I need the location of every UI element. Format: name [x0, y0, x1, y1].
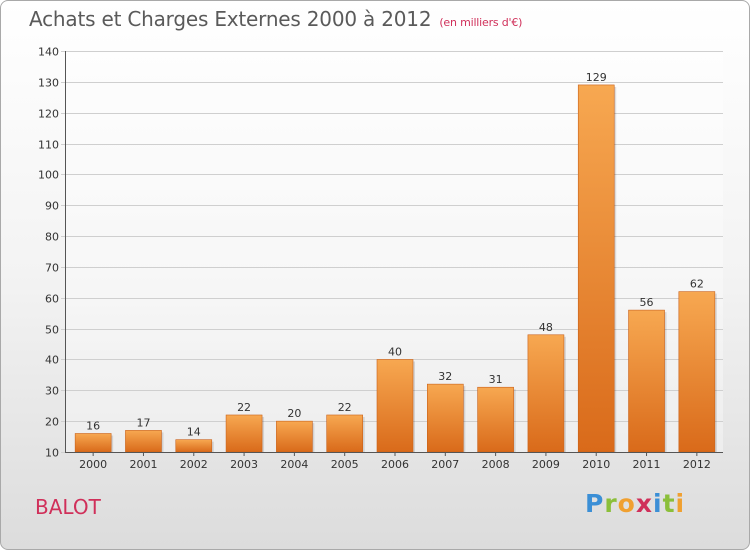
bar-2011: [628, 309, 665, 453]
value-label: 14: [187, 426, 201, 439]
logo-letter: i: [675, 489, 686, 518]
x-tick-label: 2004: [280, 458, 308, 471]
y-tick-label: 140: [38, 46, 59, 59]
bar-2003: [225, 414, 263, 453]
value-label: 16: [86, 419, 100, 432]
bar-2005: [326, 414, 363, 453]
x-tick-label: 2006: [381, 458, 409, 471]
logo-letter: i: [653, 489, 663, 518]
chart-subtitle: (en milliers d'€): [439, 16, 523, 29]
x-tick-label: 2005: [331, 458, 359, 471]
x-tick-label: 2012: [683, 458, 711, 471]
y-tick-label: 40: [45, 354, 59, 367]
bar-2012: [678, 291, 716, 453]
logo-letter: t: [662, 489, 676, 518]
x-tick-label: 2008: [482, 458, 510, 471]
logo-letter: r: [604, 489, 618, 518]
bar-2000: [74, 433, 112, 453]
y-tick-label: 20: [45, 416, 59, 429]
x-tick-label: 2011: [633, 458, 661, 471]
bar-2010: [577, 84, 615, 453]
y-tick-label: 130: [38, 77, 59, 90]
value-label: 40: [388, 345, 402, 358]
y-tick-label: 110: [38, 139, 59, 152]
value-label: 22: [237, 401, 251, 414]
value-label: 48: [539, 321, 553, 334]
x-tick-label: 2001: [129, 458, 157, 471]
logo-letter: P: [585, 489, 605, 518]
logo-letter: o: [617, 489, 636, 518]
bar-2009: [527, 334, 565, 453]
x-tick-label: 2009: [532, 458, 560, 471]
proxiti-logo[interactable]: Proxiti: [585, 489, 685, 518]
x-tick-label: 2007: [431, 458, 459, 471]
title-text: Achats et Charges Externes 2000 à 2012: [29, 7, 432, 31]
bar-2001: [125, 430, 162, 453]
value-label: 22: [338, 401, 352, 414]
value-label: 56: [640, 296, 654, 309]
bar-2006: [376, 359, 414, 453]
x-tick-label: 2010: [582, 458, 610, 471]
y-tick-label: 70: [45, 262, 59, 275]
logo-letter: x: [635, 489, 653, 518]
bar-2002: [175, 439, 213, 453]
value-label: 31: [489, 373, 503, 386]
commune-name: BALOT: [35, 495, 101, 519]
y-tick-label: 50: [45, 324, 59, 337]
x-tick-label: 2002: [180, 458, 208, 471]
y-tick-label: 120: [38, 108, 59, 121]
bar-2004: [276, 420, 313, 453]
value-label: 20: [287, 407, 301, 420]
bar-2007: [427, 383, 464, 453]
value-label: 129: [586, 71, 607, 84]
y-tick-label: 60: [45, 293, 59, 306]
chart-title: Achats et Charges Externes 2000 à 2012 (e…: [29, 7, 522, 31]
value-label: 17: [136, 416, 150, 429]
value-label: 62: [690, 278, 704, 291]
y-tick-label: 90: [45, 200, 59, 213]
y-tick-label: 10: [45, 447, 59, 460]
x-tick-label: 2003: [230, 458, 258, 471]
x-tick-label: 2000: [79, 458, 107, 471]
y-tick-label: 100: [38, 169, 59, 182]
y-tick-label: 80: [45, 231, 59, 244]
value-label: 32: [438, 370, 452, 383]
y-tick-label: 30: [45, 385, 59, 398]
bar-2008: [477, 386, 514, 453]
